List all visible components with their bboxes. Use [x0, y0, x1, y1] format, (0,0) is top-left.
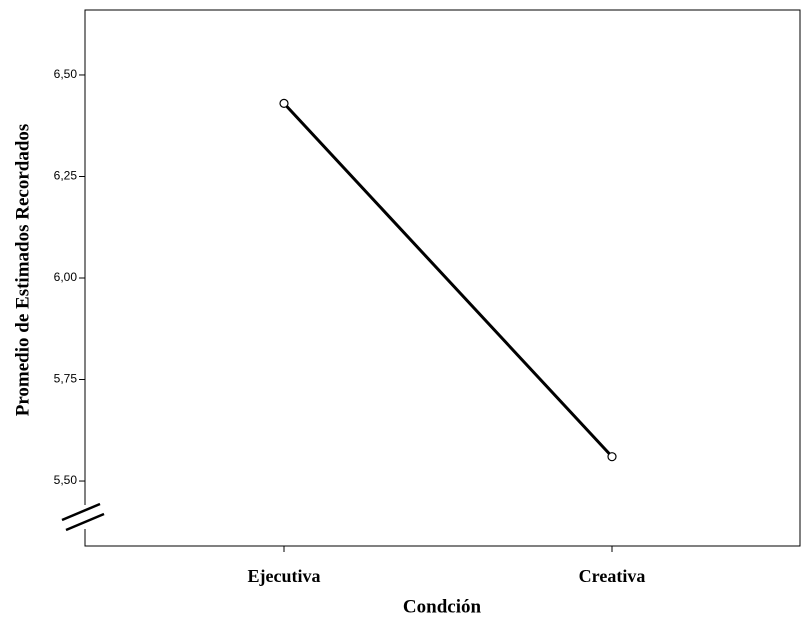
x-tick-label: Creativa	[579, 566, 646, 586]
marker	[279, 98, 289, 108]
marker	[607, 452, 617, 462]
y-tick-label: 5,75	[54, 372, 78, 386]
x-axis-label: Condción	[403, 596, 482, 617]
line	[282, 102, 614, 458]
y-tick-label: 5,50	[54, 473, 78, 487]
y-tick-label: 6,50	[54, 67, 78, 81]
y-axis-label: Promedio de Estimados Recordados	[12, 124, 33, 417]
axis-break	[60, 502, 105, 532]
y-tick-label: 6,00	[54, 270, 78, 284]
plot-frame	[84, 9, 801, 547]
y-tick-label: 6,25	[54, 169, 78, 183]
x-tick-label: Ejecutiva	[248, 566, 321, 586]
